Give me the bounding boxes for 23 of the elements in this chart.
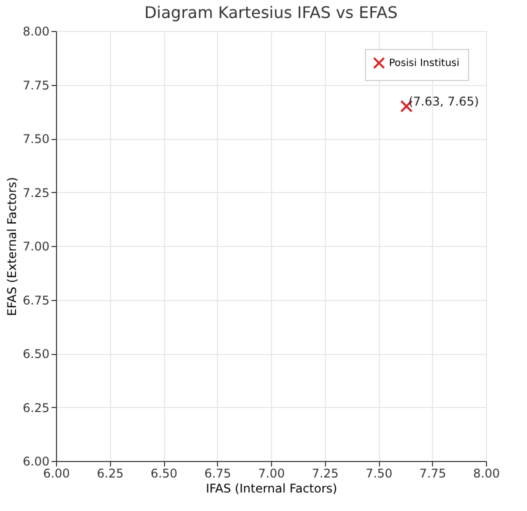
legend-label: Posisi Institusi [389, 58, 460, 69]
x-tick-label: 6.00 [43, 466, 70, 480]
x-axis-title: IFAS (Internal Factors) [206, 482, 338, 496]
y-tick-label: 7.00 [22, 240, 50, 254]
y-tick-label: 6.00 [22, 454, 50, 468]
x-tick-label: 6.25 [96, 466, 124, 480]
y-tick-label: 7.50 [22, 132, 50, 146]
y-axis-title: EFAS (External Factors) [4, 177, 19, 316]
annotation: (7.63, 7.65) [408, 94, 479, 108]
y-tick-label: 7.25 [22, 186, 50, 200]
y-tick-label: 7.75 [22, 78, 50, 92]
y-tick-label: 6.75 [22, 293, 50, 308]
x-tick-label: 6.50 [150, 466, 178, 480]
x-tick-label: 8.00 [473, 466, 500, 480]
x-tick-label: 6.75 [204, 466, 232, 480]
x-tick-label: 7.00 [258, 466, 285, 480]
x-tick-label: 7.25 [312, 466, 339, 480]
y-tick-label: 6.25 [22, 400, 50, 415]
chart-title: Diagram Kartesius IFAS vs EFAS [144, 3, 398, 22]
x-tick-label: 7.75 [419, 466, 446, 480]
y-tick-label: 6.50 [22, 347, 50, 361]
x-tick-label: 7.50 [366, 466, 392, 480]
y-tick-label: 8.00 [22, 24, 50, 38]
